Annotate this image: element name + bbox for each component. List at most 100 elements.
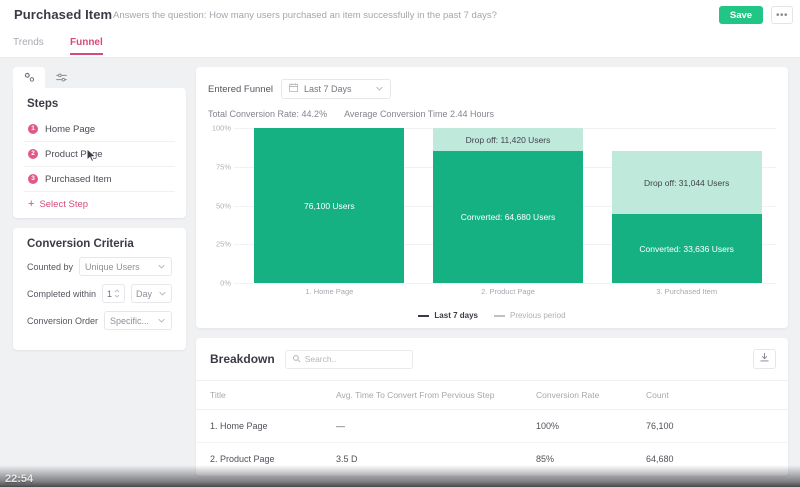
page-body: Steps 1 Home Page 2 Product Page 3 Purch… — [0, 58, 800, 487]
y-axis: 100% 75% 50% 25% 0% — [208, 124, 234, 288]
search-icon — [292, 350, 301, 368]
breakdown-table: Title Avg. Time To Convert From Pervious… — [196, 380, 788, 476]
counted-by-label: Counted by — [27, 261, 74, 272]
cell-count: 76,100 — [646, 409, 788, 443]
sidebar-icon-tabs — [13, 67, 186, 88]
completed-within-label: Completed within — [27, 288, 97, 299]
average-conversion-time: Average Conversion Time 2.44 Hours — [344, 109, 494, 119]
counted-by-select[interactable]: Unique Users — [79, 257, 172, 276]
x-tick-label: 1. Home Page — [305, 287, 354, 296]
app-header: Purchased Item Answers the question: How… — [0, 0, 800, 30]
bar-column-home-page[interactable]: 76,100 Users — [240, 128, 419, 283]
breakdown-title: Breakdown — [210, 352, 275, 366]
legend-label: Previous period — [509, 311, 566, 320]
view-tabs: Trends Funnel — [0, 30, 800, 58]
completed-within-stepper[interactable]: 1 — [102, 284, 125, 303]
calendar-icon — [288, 80, 299, 98]
more-options-button[interactable]: ••• — [771, 6, 793, 24]
breakdown-card: Breakdown — [196, 338, 788, 476]
page-title: Purchased Item — [14, 7, 113, 22]
main-content: Entered Funnel Last 7 Days — [196, 67, 788, 476]
bar-column-product-page[interactable]: Drop off: 11,420 Users Converted: 64,680… — [419, 128, 598, 283]
legend-solid-line-icon — [418, 314, 430, 317]
page-subtitle: Answers the question: How many users pur… — [113, 10, 497, 21]
legend-item-last-7-days[interactable]: Last 7 days — [418, 311, 478, 320]
funnel-plot: 100% 75% 50% 25% 0% 76,100 Us — [208, 124, 776, 303]
search-input[interactable] — [304, 354, 406, 364]
bar-segment-dropoff: Drop off: 31,044 Users — [611, 151, 762, 215]
conversion-order-label: Conversion Order — [27, 315, 99, 326]
video-timestamp: 22:54 — [5, 473, 34, 485]
cell-title: 1. Home Page — [196, 409, 336, 443]
conversion-order-value: Specific... — [110, 315, 150, 326]
select-step-label: Select Step — [39, 199, 89, 210]
x-tick-label: 3. Purchased Item — [656, 287, 718, 296]
cell-avg-time: 3.5 D — [336, 442, 536, 476]
sidebar-tab-events[interactable] — [13, 67, 45, 88]
stepper-arrows-icon[interactable] — [114, 289, 120, 298]
column-header-avg-time[interactable]: Avg. Time To Convert From Pervious Step — [336, 380, 536, 410]
entered-funnel-label: Entered Funnel — [208, 83, 273, 95]
chevron-down-icon — [157, 258, 166, 276]
completed-within-value: 1 — [107, 288, 113, 299]
sidebar-tab-filters[interactable] — [45, 67, 77, 88]
select-step-button[interactable]: + Select Step — [28, 198, 171, 211]
counted-by-row: Counted by Unique Users — [27, 257, 172, 276]
step-item-home-page[interactable]: 1 Home Page — [24, 117, 175, 142]
completed-within-unit-select[interactable]: Day — [131, 284, 172, 303]
completed-within-row: Completed within 1 Day — [27, 284, 172, 303]
counted-by-value: Unique Users — [85, 261, 140, 272]
cell-title: 2. Product Page — [196, 442, 336, 476]
column-header-conversion-rate[interactable]: Conversion Rate — [536, 380, 646, 410]
chevron-down-icon — [375, 80, 384, 98]
chevron-down-icon — [157, 312, 166, 330]
step-label: Purchased Item — [45, 173, 112, 185]
legend-item-previous-period[interactable]: Previous period — [493, 311, 566, 320]
bar-segment-converted: Converted: 33,636 Users — [611, 214, 762, 284]
x-tick-label: 2. Product Page — [481, 287, 535, 296]
y-tick-label: 25% — [215, 239, 231, 249]
bar-column-purchased-item[interactable]: Drop off: 31,044 Users Converted: 33,636… — [597, 128, 776, 284]
step-item-product-page[interactable]: 2 Product Page — [24, 142, 175, 167]
table-row[interactable]: 2. Product Page 3.5 D 85% 64,680 — [196, 442, 788, 476]
legend-label: Last 7 days — [434, 311, 478, 320]
date-range-picker[interactable]: Last 7 Days — [280, 79, 391, 99]
y-tick-label: 75% — [215, 162, 231, 172]
legend-dashed-line-icon — [493, 314, 505, 317]
save-button[interactable]: Save — [719, 6, 763, 24]
bar-segment-dropoff: Drop off: 11,420 Users — [432, 128, 584, 151]
table-row[interactable]: 1. Home Page — 100% 76,100 — [196, 409, 788, 443]
chart-stats: Total Conversion Rate: 44.2% Average Con… — [208, 109, 776, 119]
bar-segment-converted: 76,100 Users — [254, 128, 405, 283]
criteria-panel-title: Conversion Criteria — [27, 238, 134, 250]
gridline — [234, 283, 776, 284]
conversion-order-select[interactable]: Specific... — [104, 311, 172, 330]
bar-group: 76,100 Users Drop off: 11,420 Users Conv… — [240, 128, 776, 284]
total-conversion-rate: Total Conversion Rate: 44.2% — [208, 109, 328, 119]
sidebar: Steps 1 Home Page 2 Product Page 3 Purch… — [13, 67, 186, 350]
plus-icon: + — [28, 198, 35, 210]
sliders-icon — [55, 71, 68, 84]
x-axis: 1. Home Page 2. Product Page 3. Purchase… — [240, 287, 776, 296]
step-label: Home Page — [45, 123, 96, 135]
cell-conversion-rate: 100% — [536, 409, 646, 443]
chart-toolbar: Entered Funnel Last 7 Days — [208, 79, 776, 99]
download-icon — [759, 350, 770, 368]
column-header-count[interactable]: Count — [646, 380, 788, 410]
breakdown-header: Breakdown — [196, 338, 788, 380]
funnel-chart-card: Entered Funnel Last 7 Days — [196, 67, 788, 328]
breakdown-search[interactable] — [284, 349, 413, 369]
cell-conversion-rate: 85% — [536, 442, 646, 476]
step-item-purchased-item[interactable]: 3 Purchased Item — [24, 167, 175, 192]
column-header-title[interactable]: Title — [196, 380, 336, 410]
bar-segment-converted: Converted: 64,680 Users — [432, 151, 584, 283]
download-button[interactable] — [753, 349, 776, 369]
step-badge: 1 — [28, 124, 38, 134]
chart-legend: Last 7 days Previous period — [208, 311, 776, 320]
steps-panel-title: Steps — [27, 98, 59, 110]
tab-funnel[interactable]: Funnel — [70, 37, 103, 55]
step-badge: 2 — [28, 149, 38, 159]
y-tick-label: 0% — [220, 278, 231, 288]
tab-trends[interactable]: Trends — [13, 37, 44, 48]
table-header-row: Title Avg. Time To Convert From Pervious… — [196, 380, 788, 410]
